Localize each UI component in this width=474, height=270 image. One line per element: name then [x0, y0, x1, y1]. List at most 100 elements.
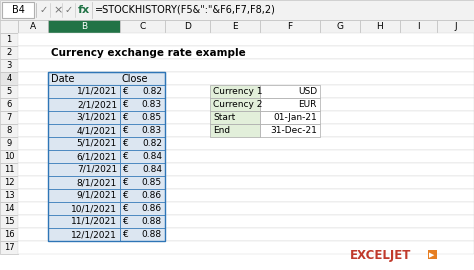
- Text: 1/1/2021: 1/1/2021: [77, 87, 117, 96]
- Text: 5: 5: [6, 87, 12, 96]
- Text: 11: 11: [4, 165, 14, 174]
- Text: 0.88: 0.88: [142, 230, 162, 239]
- Bar: [18, 20, 48, 33]
- Text: €: €: [123, 204, 129, 213]
- Text: Currency 2: Currency 2: [213, 100, 263, 109]
- Bar: [0, 215, 18, 228]
- Text: €: €: [123, 230, 129, 239]
- Text: ✓: ✓: [65, 5, 73, 15]
- Bar: [2, 2, 34, 18]
- Text: 0.86: 0.86: [142, 204, 162, 213]
- Bar: [0, 176, 18, 189]
- Text: 1: 1: [6, 35, 12, 44]
- Bar: [48, 137, 120, 150]
- Text: B4: B4: [11, 5, 25, 15]
- Text: H: H: [377, 22, 383, 31]
- Text: €: €: [123, 217, 129, 226]
- Text: G: G: [337, 22, 344, 31]
- Bar: [210, 124, 260, 137]
- Bar: [120, 20, 165, 33]
- Bar: [400, 20, 437, 33]
- Text: USD: USD: [298, 87, 317, 96]
- Bar: [260, 111, 320, 124]
- Bar: [0, 228, 18, 241]
- Text: €: €: [123, 100, 129, 109]
- Text: €: €: [123, 87, 129, 96]
- Text: 0.84: 0.84: [142, 152, 162, 161]
- Text: I: I: [417, 22, 420, 31]
- Bar: [0, 111, 18, 124]
- Text: Start: Start: [213, 113, 235, 122]
- Text: 8: 8: [6, 126, 12, 135]
- Text: ✓: ✓: [40, 5, 48, 15]
- Text: 0.85: 0.85: [142, 178, 162, 187]
- Bar: [437, 20, 474, 33]
- Bar: [260, 124, 320, 137]
- Text: 3: 3: [6, 61, 12, 70]
- Bar: [0, 241, 18, 254]
- Bar: [260, 85, 320, 98]
- Bar: [18, 33, 474, 46]
- Text: ▶: ▶: [429, 252, 434, 258]
- Bar: [48, 111, 120, 124]
- Bar: [18, 150, 474, 163]
- Text: F: F: [287, 22, 292, 31]
- Bar: [0, 189, 18, 202]
- Text: €: €: [123, 126, 129, 135]
- Bar: [18, 137, 474, 150]
- Bar: [48, 124, 120, 137]
- Bar: [48, 163, 120, 176]
- Text: 0.86: 0.86: [142, 191, 162, 200]
- Bar: [0, 20, 18, 33]
- Text: 4/1/2021: 4/1/2021: [77, 126, 117, 135]
- Bar: [120, 150, 165, 163]
- Text: 10/1/2021: 10/1/2021: [71, 204, 117, 213]
- Text: 2/1/2021: 2/1/2021: [77, 100, 117, 109]
- Bar: [48, 228, 120, 241]
- Text: A: A: [30, 22, 36, 31]
- Bar: [428, 250, 437, 259]
- Text: 17: 17: [4, 243, 14, 252]
- Bar: [18, 111, 474, 124]
- Text: Currency exchange rate example: Currency exchange rate example: [51, 48, 246, 58]
- Bar: [120, 202, 165, 215]
- Bar: [48, 85, 120, 98]
- Bar: [18, 202, 474, 215]
- Text: 5/1/2021: 5/1/2021: [77, 139, 117, 148]
- Bar: [18, 85, 474, 98]
- Text: 14: 14: [4, 204, 14, 213]
- Bar: [18, 189, 474, 202]
- Bar: [48, 72, 165, 241]
- Bar: [120, 111, 165, 124]
- Text: EXCELJET: EXCELJET: [350, 248, 411, 262]
- Text: 15: 15: [4, 217, 14, 226]
- Bar: [18, 215, 474, 228]
- Text: End: End: [213, 126, 230, 135]
- Text: 8/1/2021: 8/1/2021: [77, 178, 117, 187]
- Bar: [120, 228, 165, 241]
- Text: 7/1/2021: 7/1/2021: [77, 165, 117, 174]
- Bar: [0, 0, 474, 20]
- Text: 9/1/2021: 9/1/2021: [77, 191, 117, 200]
- Text: 31-Dec-21: 31-Dec-21: [270, 126, 317, 135]
- Bar: [120, 137, 165, 150]
- Text: 13: 13: [4, 191, 14, 200]
- Bar: [0, 202, 18, 215]
- Text: 16: 16: [4, 230, 14, 239]
- Text: E: E: [232, 22, 238, 31]
- Bar: [0, 85, 18, 98]
- Text: Currency 1: Currency 1: [213, 87, 263, 96]
- Text: 6: 6: [6, 100, 12, 109]
- Bar: [18, 46, 474, 59]
- Bar: [18, 176, 474, 189]
- Text: C: C: [139, 22, 146, 31]
- Bar: [0, 124, 18, 137]
- Bar: [0, 98, 18, 111]
- Text: 0.83: 0.83: [142, 100, 162, 109]
- Bar: [0, 46, 18, 59]
- Bar: [18, 98, 474, 111]
- Bar: [48, 215, 120, 228]
- Text: €: €: [123, 113, 129, 122]
- Bar: [210, 85, 260, 98]
- Bar: [48, 176, 120, 189]
